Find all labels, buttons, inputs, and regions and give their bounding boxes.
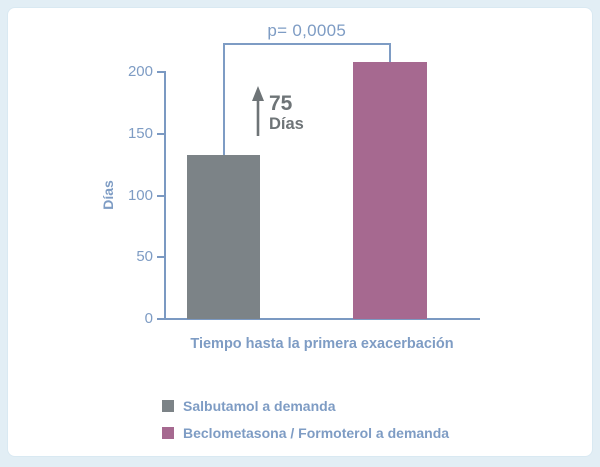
legend-item-beclometasona-formoterol: Beclometasona / Formoterol a demanda xyxy=(162,425,450,441)
difference-value: 75 xyxy=(269,92,293,115)
x-axis-line xyxy=(164,318,480,320)
legend-item-salbutamol: Salbutamol a demanda xyxy=(162,398,449,414)
p-value-label: p= 0,0005 xyxy=(267,21,347,40)
bar-salbutamol xyxy=(187,154,260,319)
legend: Salbutamol a demanda Beclometasona / For… xyxy=(162,398,450,453)
significance-bracket-right xyxy=(389,43,391,63)
bar-beclometasona-formoterol xyxy=(353,62,427,319)
y-tick-label: 200 xyxy=(127,63,153,80)
y-tick-mark xyxy=(157,194,164,197)
significance-bracket-horizontal xyxy=(223,43,390,45)
y-tick-mark xyxy=(157,256,164,259)
difference-unit: Días xyxy=(269,115,304,133)
significance-bracket-left xyxy=(222,43,225,155)
legend-swatch-beclometasona-formoterol xyxy=(162,427,174,439)
legend-swatch-salbutamol xyxy=(162,400,174,412)
y-tick-mark xyxy=(157,132,164,135)
y-tick-mark xyxy=(157,71,164,73)
y-tick-label: 150 xyxy=(127,124,153,142)
legend-label-beclometasona-formoterol: Beclometasona / Formoterol a demanda xyxy=(183,425,450,441)
y-axis-title: Días xyxy=(100,180,116,210)
y-tick-mark xyxy=(157,318,164,320)
arrow-up-icon xyxy=(252,86,264,136)
difference-annotation: 75 Días xyxy=(269,93,304,133)
chart-panel xyxy=(7,7,593,457)
y-tick-label: 100 xyxy=(127,186,153,204)
y-tick-label: 50 xyxy=(136,248,153,266)
y-axis-line xyxy=(164,71,166,320)
y-tick-label: 0 xyxy=(144,310,153,327)
legend-label-salbutamol: Salbutamol a demanda xyxy=(183,398,336,414)
x-axis-title: Tiempo hasta la primera exacerbación xyxy=(190,336,454,352)
